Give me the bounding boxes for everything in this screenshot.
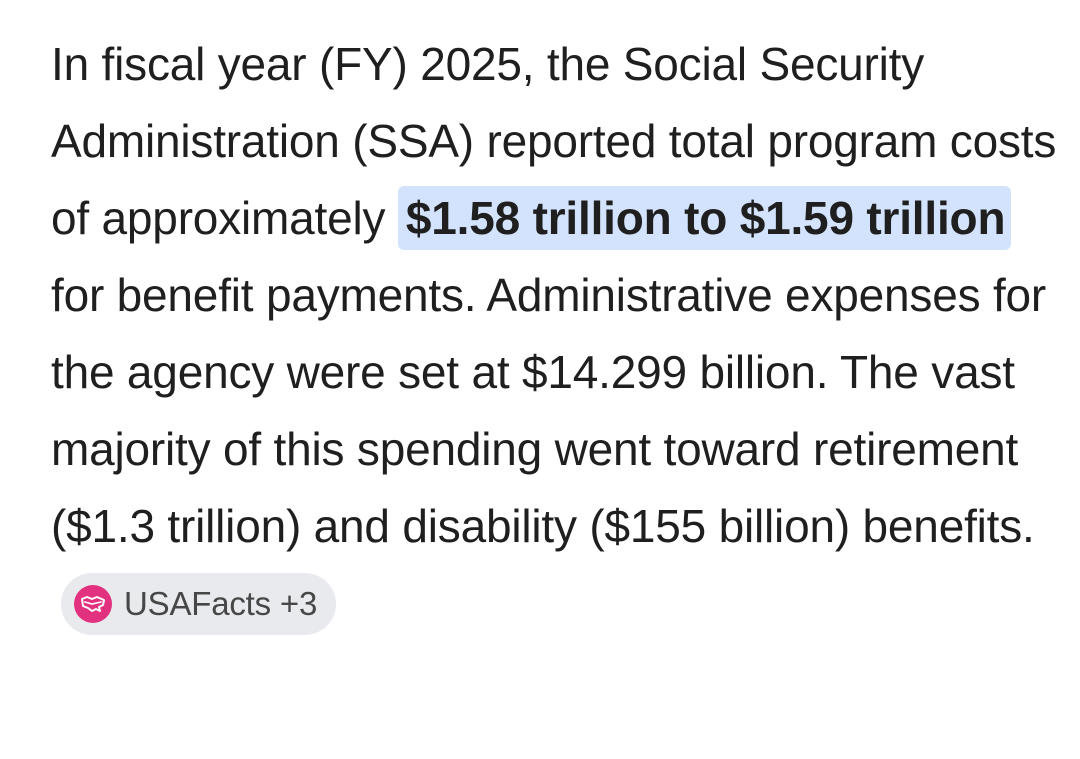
source-chip[interactable]: USAFacts +3 bbox=[61, 573, 337, 635]
usafacts-logo-icon bbox=[74, 585, 112, 623]
answer-highlight: $1.58 trillion to $1.59 trillion bbox=[397, 186, 1012, 250]
ai-answer-paragraph: In fiscal year (FY) 2025, the Social Sec… bbox=[51, 26, 1061, 642]
source-chip-label: USAFacts +3 bbox=[124, 585, 318, 622]
answer-text-intro: In fiscal year (FY) 2025, the Social Sec… bbox=[51, 38, 1057, 244]
answer-text-continued: for benefit payments. Administrative exp… bbox=[51, 269, 1047, 552]
